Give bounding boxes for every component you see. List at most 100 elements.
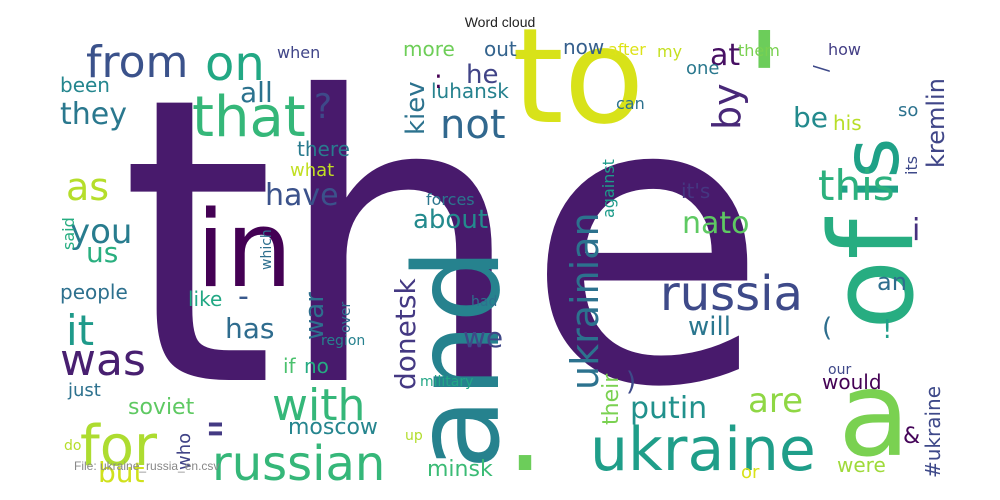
word-14: on <box>205 36 265 92</box>
word-7: in <box>196 188 293 311</box>
word-6: a <box>838 345 910 483</box>
word-39: us <box>86 236 118 269</box>
word-80: them <box>738 41 780 60</box>
word-71: ! <box>882 315 892 345</box>
chart-title: Word cloud <box>464 14 536 30</box>
word-65: were <box>837 453 886 477</box>
word-89: military <box>420 374 473 390</box>
word-44: soviet <box>128 395 195 420</box>
word-66: #ukraine <box>921 386 945 478</box>
word-55: been <box>60 73 110 97</box>
word-52: out <box>484 37 517 61</box>
word-86: over <box>338 302 354 333</box>
word-79: my <box>657 42 682 61</box>
word-82: can <box>616 94 645 113</box>
word-58: people <box>60 280 128 304</box>
word-26: by <box>705 83 749 130</box>
word-69: ( <box>822 313 832 343</box>
word-96: : <box>434 65 443 95</box>
word-1: to <box>512 0 645 154</box>
word-46: minsk <box>427 457 493 482</box>
word-3: of <box>806 217 940 330</box>
word-19: it <box>66 306 94 355</box>
word-73: his <box>833 111 862 135</box>
word-2: ' <box>745 3 784 166</box>
word-51: more <box>403 37 455 61</box>
word-43: we <box>463 321 503 354</box>
word-77: against <box>599 159 618 218</box>
word-70: ) <box>626 367 636 397</box>
word-20: this <box>818 161 895 210</box>
word-30: putin <box>630 391 707 426</box>
word-94: or <box>741 462 760 483</box>
word-61: if <box>283 354 297 378</box>
word-35: he <box>466 60 498 90</box>
word-78: after <box>608 40 646 59</box>
word-76: forces <box>426 190 475 209</box>
word-32: but <box>98 456 145 489</box>
word-72: it's <box>681 179 710 203</box>
word-41: war <box>300 292 330 340</box>
word-13: that <box>192 85 306 150</box>
word-54: one <box>686 58 720 79</box>
word-56: there <box>297 137 350 161</box>
word-17: with <box>272 380 365 431</box>
word-97: / <box>809 65 833 72</box>
word-38: i <box>912 213 920 248</box>
word-57: what <box>290 160 334 181</box>
word-47: kiev <box>401 81 431 135</box>
word-49: be <box>793 101 828 134</box>
word-24: " <box>200 418 256 440</box>
word-28: are <box>748 381 803 421</box>
word-25: have <box>265 178 339 213</box>
word-59: like <box>188 287 222 311</box>
word-12: ukrainian <box>563 212 607 390</box>
word-81: how <box>828 40 861 59</box>
word-31: nato <box>682 206 750 241</box>
word-18: was <box>60 335 146 386</box>
word-42: will <box>688 312 731 342</box>
word-0: the <box>120 14 768 474</box>
word-50: kremlin <box>922 78 950 168</box>
word-62: no <box>304 354 329 378</box>
word-83: when <box>277 43 320 62</box>
word-90: just <box>67 380 101 401</box>
word-45: moscow <box>288 415 378 440</box>
word-36: about <box>413 205 488 235</box>
word-85: which <box>259 229 275 270</box>
word-63: their <box>599 373 624 425</box>
word-53: now <box>563 35 604 59</box>
word-60: - <box>238 279 249 314</box>
word-33: all <box>240 76 273 109</box>
word-48: luhansk <box>431 79 509 103</box>
word-75: its <box>902 156 921 175</box>
word-5: and <box>388 248 526 470</box>
word-64: would <box>822 370 882 394</box>
word-40: has <box>225 312 275 345</box>
word-84: said <box>59 217 78 250</box>
word-91: who <box>174 433 195 470</box>
word-95: our <box>828 362 851 378</box>
word-93: up <box>405 428 423 444</box>
word-9: ukraine <box>590 415 816 485</box>
word-87: region <box>321 333 365 349</box>
word-37: donetsk <box>389 278 422 390</box>
word-92: do <box>64 438 81 454</box>
word-4: is <box>827 138 917 200</box>
word-15: for <box>80 414 158 479</box>
file-label: File: ukraine_russia_en.csv <box>74 459 220 473</box>
word-74: so <box>898 100 918 121</box>
word-10: russia <box>660 266 803 322</box>
word-11: russian <box>212 436 385 492</box>
word-27: at <box>710 38 740 73</box>
word-88: had <box>471 294 497 310</box>
word-16: from <box>86 37 188 88</box>
word-68: an <box>877 268 907 296</box>
word-22: as <box>66 165 109 209</box>
word-34: ? <box>314 87 332 127</box>
word-29: they <box>60 97 127 132</box>
word-67: & <box>903 424 920 449</box>
word-21: not <box>440 102 506 148</box>
word-23: you <box>70 212 132 252</box>
